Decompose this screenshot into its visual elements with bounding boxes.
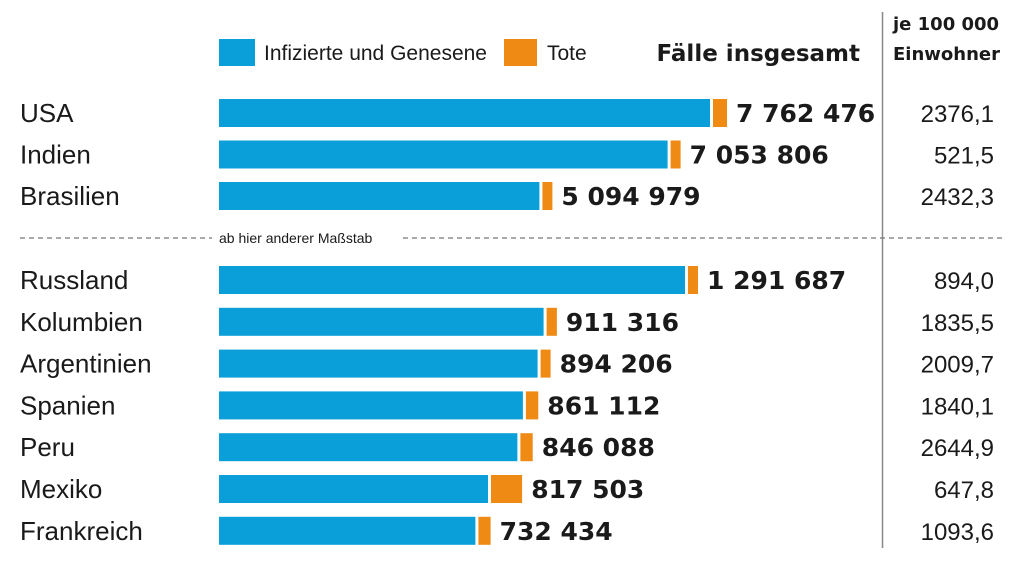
- total-label-spanien: 861 112: [547, 391, 660, 420]
- total-label-kolumbien: 911 316: [566, 308, 679, 337]
- country-label-kolumbien: Kolumbien: [20, 307, 143, 337]
- per-capita-value-kolumbien: 1835,5: [921, 310, 994, 337]
- bar-infected-kolumbien: [219, 307, 544, 336]
- header-per-capita-line2: Einwohner: [893, 44, 1000, 65]
- total-label-indien: 7 053 806: [690, 141, 829, 170]
- per-capita-value-peru: 2644,9: [921, 435, 994, 462]
- per-capita-value-spanien: 1840,1: [921, 393, 994, 420]
- bar-deaths-spanien: [525, 391, 539, 420]
- bar-deaths-usa: [713, 99, 727, 127]
- bar-deaths-argentinien: [540, 349, 551, 378]
- per-capita-value-mexiko: 647,8: [934, 477, 994, 504]
- country-label-indien: Indien: [20, 140, 91, 170]
- country-label-peru: Peru: [20, 432, 75, 462]
- total-label-frankreich: 732 434: [500, 517, 613, 546]
- bar-deaths-peru: [520, 433, 533, 462]
- bar-infected-peru: [219, 433, 518, 462]
- legend-label-infected: Infizierte und Genesene: [264, 42, 487, 65]
- country-label-frankreich: Frankreich: [20, 516, 143, 546]
- bar-infected-argentinien: [219, 349, 538, 378]
- total-label-argentinien: 894 206: [560, 350, 673, 379]
- bar-infected-frankreich: [219, 516, 476, 545]
- header-total-cases: Fälle insgesamt: [657, 41, 860, 67]
- chart-rows: USA 7 762 476 2376,1 Indien 7 053 806 521,5 Br…: [20, 98, 994, 546]
- country-label-mexiko: Mexiko: [20, 474, 102, 504]
- legend-swatch-infected: [219, 39, 255, 66]
- bar-infected-brasilien: [219, 182, 540, 210]
- bar-deaths-russland: [688, 266, 698, 294]
- bar-infected-russland: [219, 266, 685, 294]
- bar-deaths-indien: [670, 140, 681, 169]
- bar-deaths-kolumbien: [546, 307, 557, 336]
- per-capita-value-frankreich: 1093,6: [921, 519, 994, 546]
- bar-infected-mexiko: [219, 475, 488, 503]
- total-label-usa: 7 762 476: [736, 99, 875, 128]
- country-label-spanien: Spanien: [20, 390, 115, 420]
- country-label-argentinien: Argentinien: [20, 349, 152, 379]
- country-label-brasilien: Brasilien: [20, 181, 120, 211]
- bar-deaths-frankreich: [478, 516, 491, 545]
- per-capita-value-argentinien: 2009,7: [921, 352, 994, 379]
- per-capita-value-brasilien: 2432,3: [921, 184, 994, 211]
- bar-deaths-mexiko: [491, 475, 523, 503]
- per-capita-value-russland: 894,0: [934, 268, 994, 295]
- total-label-peru: 846 088: [542, 433, 655, 462]
- bar-infected-usa: [219, 99, 710, 127]
- bar-infected-spanien: [219, 391, 523, 420]
- header-per-capita-line1: je 100 000: [892, 14, 999, 35]
- legend-label-deaths: Tote: [547, 42, 587, 65]
- bar-infected-indien: [219, 140, 668, 169]
- total-label-mexiko: 817 503: [531, 475, 644, 504]
- scale-break-note: ab hier anderer Maßstab: [219, 230, 373, 246]
- legend-swatch-deaths: [504, 39, 537, 66]
- total-label-brasilien: 5 094 979: [561, 182, 700, 211]
- bar-deaths-brasilien: [542, 182, 553, 210]
- country-label-russland: Russland: [20, 265, 128, 295]
- total-label-russland: 1 291 687: [707, 266, 846, 295]
- per-capita-value-indien: 521,5: [934, 143, 994, 170]
- country-label-usa: USA: [20, 98, 74, 128]
- per-capita-value-usa: 2376,1: [921, 101, 994, 128]
